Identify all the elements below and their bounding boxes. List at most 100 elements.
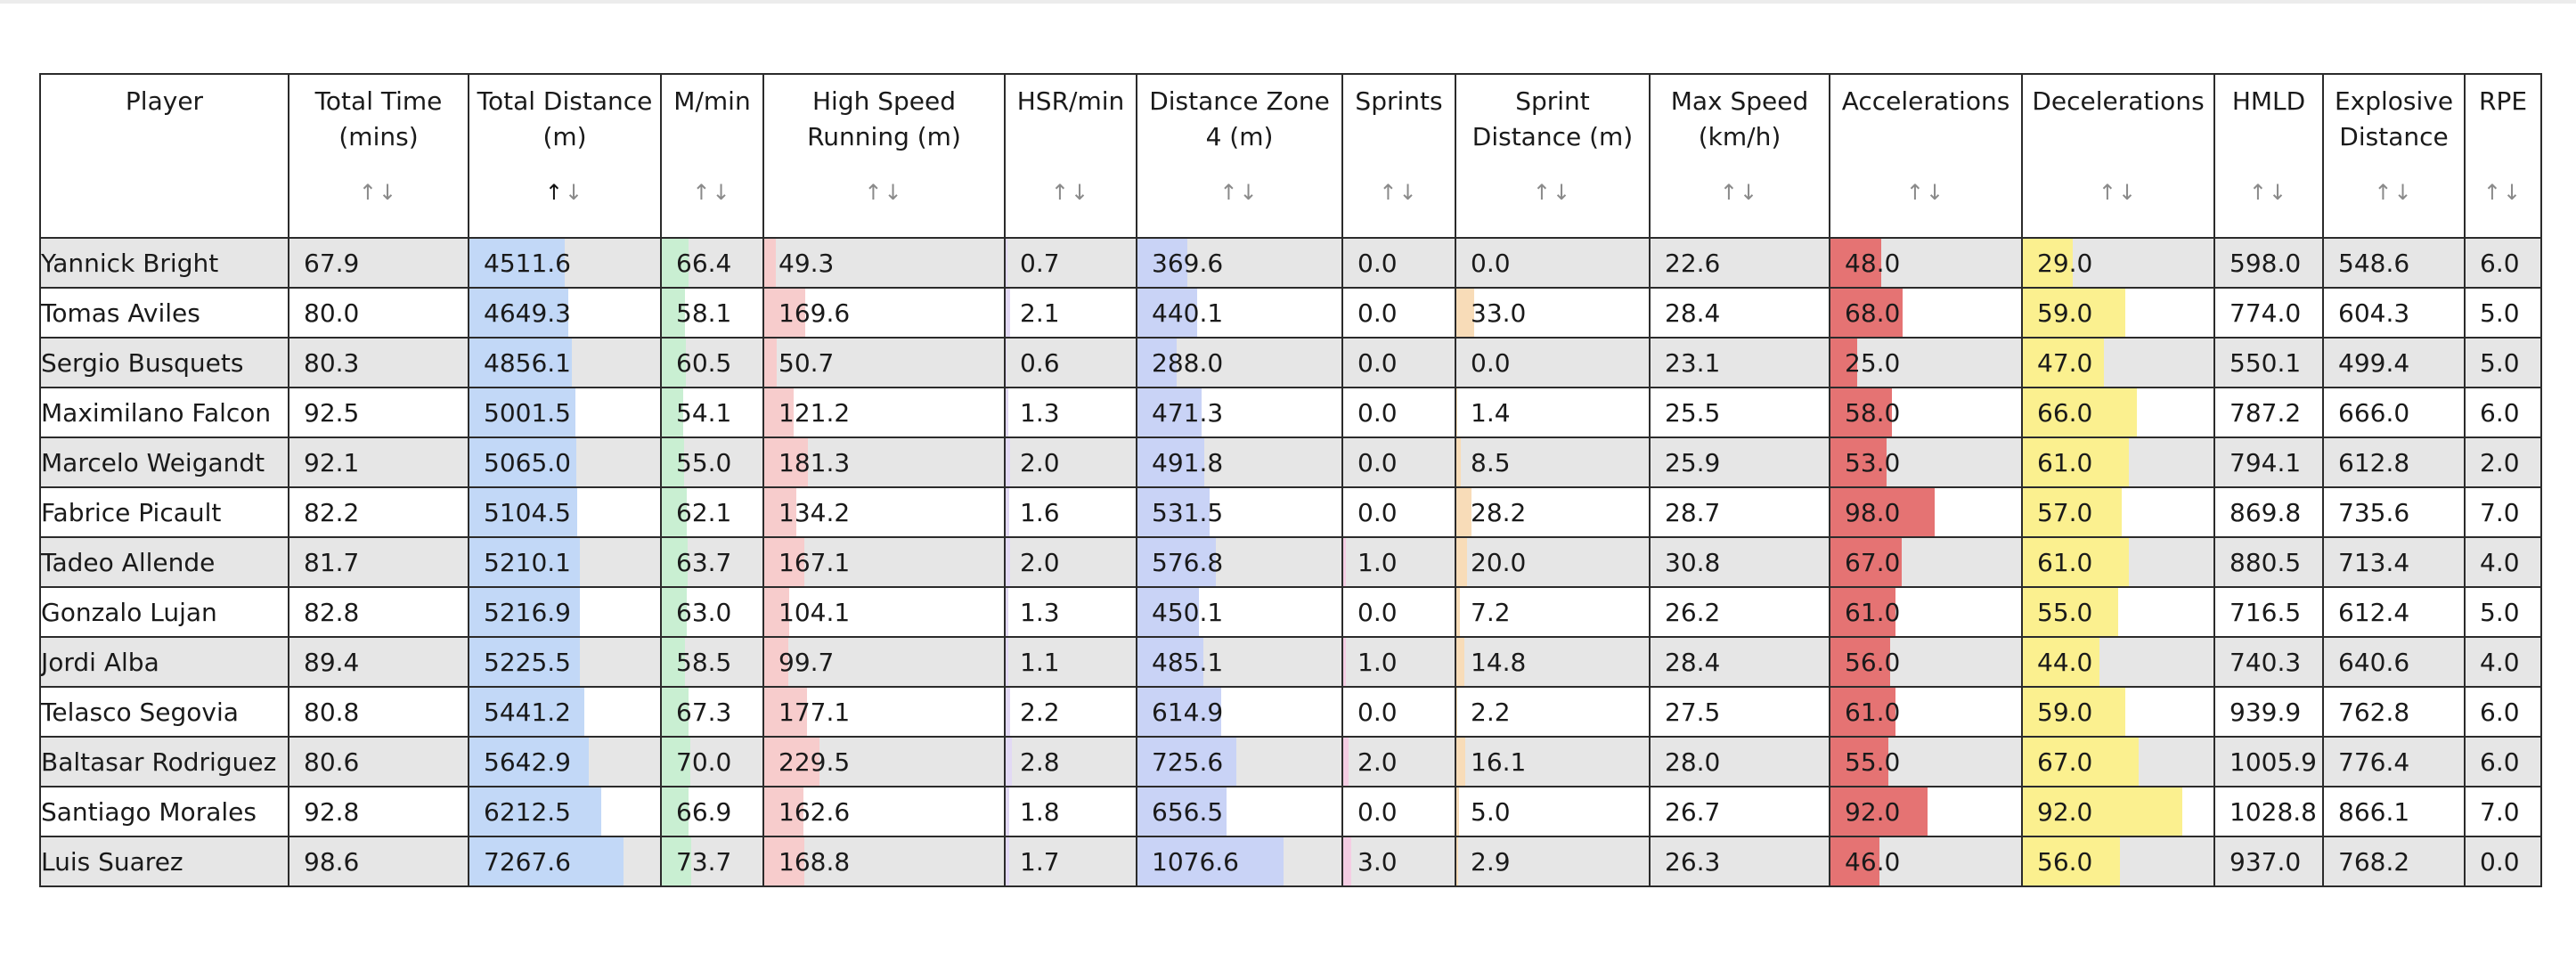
cell-value: 6.0 [2480,397,2520,428]
cell-value: 92.8 [304,796,360,827]
column-header-accelerations[interactable]: Accelerations ↑↓ [1829,73,2023,239]
sort-descending-icon[interactable]: ↓ [2118,180,2139,205]
cell-accelerations: 61.0 [1829,686,2023,738]
value-bar [663,240,689,286]
value-bar [2024,838,2120,885]
sort-descending-icon[interactable]: ↓ [2503,180,2523,205]
sort-control[interactable]: ↑↓ [2215,175,2322,210]
cell-value: 787.2 [2230,397,2302,428]
sort-control[interactable]: ↑↓ [1137,175,1341,210]
sort-ascending-icon[interactable]: ↑ [1719,180,1740,205]
cell-total-distance: 6212.5 [468,786,662,837]
cell-value: 4.0 [2480,547,2520,577]
sort-ascending-icon[interactable]: ↑ [2248,180,2269,205]
cell-value: 2.2 [1020,697,1060,727]
value-bar [1344,838,1352,885]
sort-descending-icon[interactable]: ↓ [1740,180,1760,205]
cell-value: 7.0 [2480,796,2520,827]
sort-control[interactable]: ↑↓ [469,175,660,210]
value-bar [2024,589,2118,635]
cell-total-time: 80.0 [288,287,469,339]
sort-descending-icon[interactable]: ↓ [565,180,585,205]
column-header-sprint-distance[interactable]: Sprint Distance (m) ↑↓ [1455,73,1651,239]
cell-value: 713.4 [2338,547,2410,577]
sort-descending-icon[interactable]: ↓ [712,180,732,205]
sort-ascending-icon[interactable]: ↑ [2482,180,2503,205]
value-bar [470,738,590,785]
sort-ascending-icon[interactable]: ↑ [864,180,884,205]
value-bar [765,539,804,585]
sort-control[interactable]: ↑↓ [289,175,468,210]
sort-control[interactable]: ↑↓ [662,175,762,210]
sort-ascending-icon[interactable]: ↑ [1050,180,1071,205]
value-bar [2024,639,2099,685]
sort-ascending-icon[interactable]: ↑ [692,180,713,205]
cell-value: 56.0 [2037,846,2093,877]
sort-control[interactable]: ↑↓ [2324,175,2464,210]
cell-sprint-distance: 14.8 [1455,636,1651,688]
sort-control[interactable]: ↑↓ [2466,175,2540,210]
sort-ascending-icon[interactable]: ↑ [1532,180,1553,205]
sort-ascending-icon[interactable]: ↑ [1905,180,1926,205]
sort-descending-icon[interactable]: ↓ [1239,180,1259,205]
column-header-hsr[interactable]: High Speed Running (m) ↑↓ [762,73,1006,239]
column-header-decelerations[interactable]: Decelerations ↑↓ [2021,73,2215,239]
column-label: Max Speed (km/h) [1670,86,1809,151]
column-header-zone4[interactable]: Distance Zone 4 (m) ↑↓ [1136,73,1343,239]
sort-descending-icon[interactable]: ↓ [884,180,904,205]
sort-descending-icon[interactable]: ↓ [379,180,399,205]
cell-accelerations: 56.0 [1829,636,2023,688]
sort-descending-icon[interactable]: ↓ [1071,180,1091,205]
cell-value: 1.3 [1020,397,1060,428]
cell-hsr: 49.3 [762,237,1006,289]
sort-descending-icon[interactable]: ↓ [1398,180,1419,205]
column-label: Total Distance (m) [477,86,653,151]
sort-control[interactable]: ↑↓ [1830,175,2021,210]
cell-value: 177.1 [779,697,851,727]
cell-hmld: 774.0 [2213,287,2324,339]
sort-ascending-icon[interactable]: ↑ [1219,180,1240,205]
cell-max-speed: 26.3 [1649,836,1830,887]
sort-ascending-icon[interactable]: ↑ [544,180,565,205]
column-header-sprints[interactable]: Sprints ↑↓ [1341,73,1456,239]
cell-value: 550.1 [2230,347,2302,378]
sort-control[interactable]: ↑↓ [1651,175,1829,210]
cell-value: 8.5 [1471,447,1511,477]
sort-descending-icon[interactable]: ↓ [1553,180,1573,205]
column-header-total-time[interactable]: Total Time (mins) ↑↓ [288,73,469,239]
sort-control[interactable]: ↑↓ [1343,175,1455,210]
sort-ascending-icon[interactable]: ↑ [358,180,379,205]
cell-value: 5441.2 [484,697,571,727]
sort-ascending-icon[interactable]: ↑ [1379,180,1399,205]
column-header-hmld[interactable]: HMLD ↑↓ [2213,73,2324,239]
cell-accelerations: 25.0 [1829,337,2023,388]
cell-accelerations: 68.0 [1829,287,2023,339]
cell-player: Maximilano Falcon [39,387,289,438]
cell-accelerations: 53.0 [1829,437,2023,488]
column-header-m-min[interactable]: M/min ↑↓ [660,73,764,239]
table-row: Sergio Busquets 80.3 4856.1 60.5 50.7 0.6 288.… [39,337,2542,388]
value-bar [470,838,624,885]
cell-zone4: 450.1 [1136,586,1343,638]
column-label: Distance Zone 4 (m) [1149,86,1330,151]
table-row: Gonzalo Lujan 82.8 5216.9 63.0 104.1 1.3 450.1… [39,586,2542,638]
cell-rpe: 4.0 [2464,536,2542,588]
column-header-explosive[interactable]: Explosive Distance ↑↓ [2322,73,2466,239]
cell-value: 440.1 [1152,298,1224,328]
sort-descending-icon[interactable]: ↓ [1926,180,1946,205]
sort-control[interactable]: ↑↓ [764,175,1004,210]
column-header-total-distance[interactable]: Total Distance (m) ↑↓ [468,73,662,239]
sort-control[interactable]: ↑↓ [2023,175,2213,210]
cell-hsr-min: 2.1 [1004,287,1137,339]
column-header-hsr-min[interactable]: HSR/min ↑↓ [1004,73,1137,239]
sort-ascending-icon[interactable]: ↑ [2098,180,2118,205]
column-header-max-speed[interactable]: Max Speed (km/h) ↑↓ [1649,73,1830,239]
sort-ascending-icon[interactable]: ↑ [2374,180,2394,205]
column-header-rpe[interactable]: RPE ↑↓ [2464,73,2542,239]
sort-control[interactable]: ↑↓ [1006,175,1136,210]
sort-descending-icon[interactable]: ↓ [2269,180,2289,205]
sort-control[interactable]: ↑↓ [1456,175,1649,210]
cell-hsr: 229.5 [762,736,1006,787]
cell-value: 2.1 [1020,298,1060,328]
sort-descending-icon[interactable]: ↓ [2393,180,2414,205]
